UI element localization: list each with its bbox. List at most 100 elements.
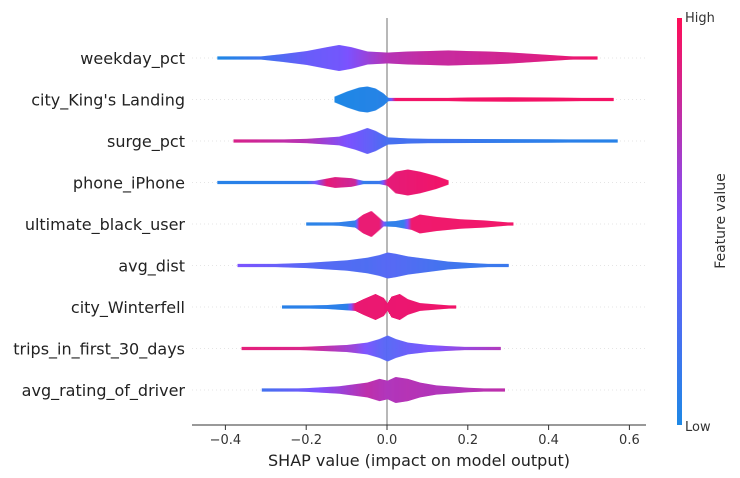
violin-slice [372,87,374,112]
violin-slice [371,87,373,112]
violin-slice [429,97,431,102]
violin-slice [417,171,419,194]
violin-slice [357,383,360,397]
violin-slice [356,259,358,272]
violin-slice [538,97,540,102]
violin-slice [310,346,312,351]
violin-slice [288,263,290,268]
violin-slice [396,171,398,194]
violin-slice [393,97,395,102]
violin-slice [450,138,452,144]
violin-slice [424,97,426,102]
violin-slice [552,139,554,143]
violin-slice [299,346,301,351]
violin-slice [382,134,384,148]
violin-slice [224,180,226,185]
violin-slice [400,138,402,144]
violin-slice [465,50,467,66]
violin-slice [386,335,388,362]
violin-slice [444,97,446,102]
violin-slice [538,139,540,143]
violin-slice [465,387,468,393]
violin-slice [443,178,445,187]
violin-slice [496,51,498,65]
violin-slice [342,303,345,311]
violin-slice [536,139,538,143]
violin-slice [558,55,560,61]
violin-slice [537,139,539,143]
violin-slice [416,138,418,144]
violin-slice [389,379,392,401]
violin-slice [527,97,529,102]
violin-slice [549,139,551,143]
violin-slice [437,97,439,102]
violin-slice [424,383,427,397]
violin-slice [253,180,255,185]
x-tick-label: −0.2 [290,433,322,448]
violin-slice [417,51,419,65]
violin-slice [481,139,483,143]
violin-slice [422,214,424,234]
violin-slice [407,379,410,401]
violin-slice [348,260,350,271]
violin-slice [413,301,416,313]
violin-slice [332,137,334,145]
violin-slice [423,172,425,193]
violin-slice [463,262,465,269]
violin-slice [382,220,384,228]
violin-slice [447,261,449,270]
violin-slice [330,261,332,270]
violin-slice [612,139,614,143]
violin-slice [401,170,403,195]
violin-slice [445,97,447,102]
violin-slice [409,51,411,65]
violin-slice [419,97,421,102]
violin-slice [283,53,285,63]
violin-slice [323,179,325,186]
violin-slice [425,303,428,311]
violin-slice [346,385,349,395]
violin-slice [568,97,570,102]
violin-slice [272,139,274,143]
violin-slice [329,46,331,70]
violin-slice [597,139,599,143]
violin-slice [268,388,271,392]
violin-slice [323,305,326,309]
violin-slice [417,257,419,274]
violin-slice [295,346,297,351]
violin-slice [432,50,434,66]
violin-slice [420,51,422,65]
violin-slice [464,387,467,393]
violin-slice [312,346,314,351]
violin-slice [428,303,431,311]
violin-slice [500,52,502,64]
violin-slice [446,179,448,186]
violin-slice [440,260,442,271]
violin-slice [494,51,496,65]
violin-slice [298,305,301,309]
violin-slice [336,345,338,352]
violin-slice [441,178,443,187]
violin-slice [418,215,420,233]
violin-slice [294,180,296,185]
violin-slice [594,97,596,102]
violin-slice [428,345,430,352]
feature-label: surge_pct [107,132,185,152]
violin-slice [302,51,304,65]
violin-slice [305,305,308,309]
violin-slice [288,346,290,351]
violin-slice [313,222,315,226]
violin-slice [529,97,531,102]
violin-slice [289,346,291,351]
violin-slice [550,55,552,61]
violin-slice [370,341,372,356]
violin-slice [389,137,391,145]
violin-slice [274,180,276,185]
violin-slice [220,180,222,185]
violin-slice [458,97,460,102]
violin-slice [394,137,396,145]
violin-slice [379,218,381,230]
violin-slice [429,138,431,144]
violin-slice [302,180,304,185]
violin-slice [497,388,500,392]
